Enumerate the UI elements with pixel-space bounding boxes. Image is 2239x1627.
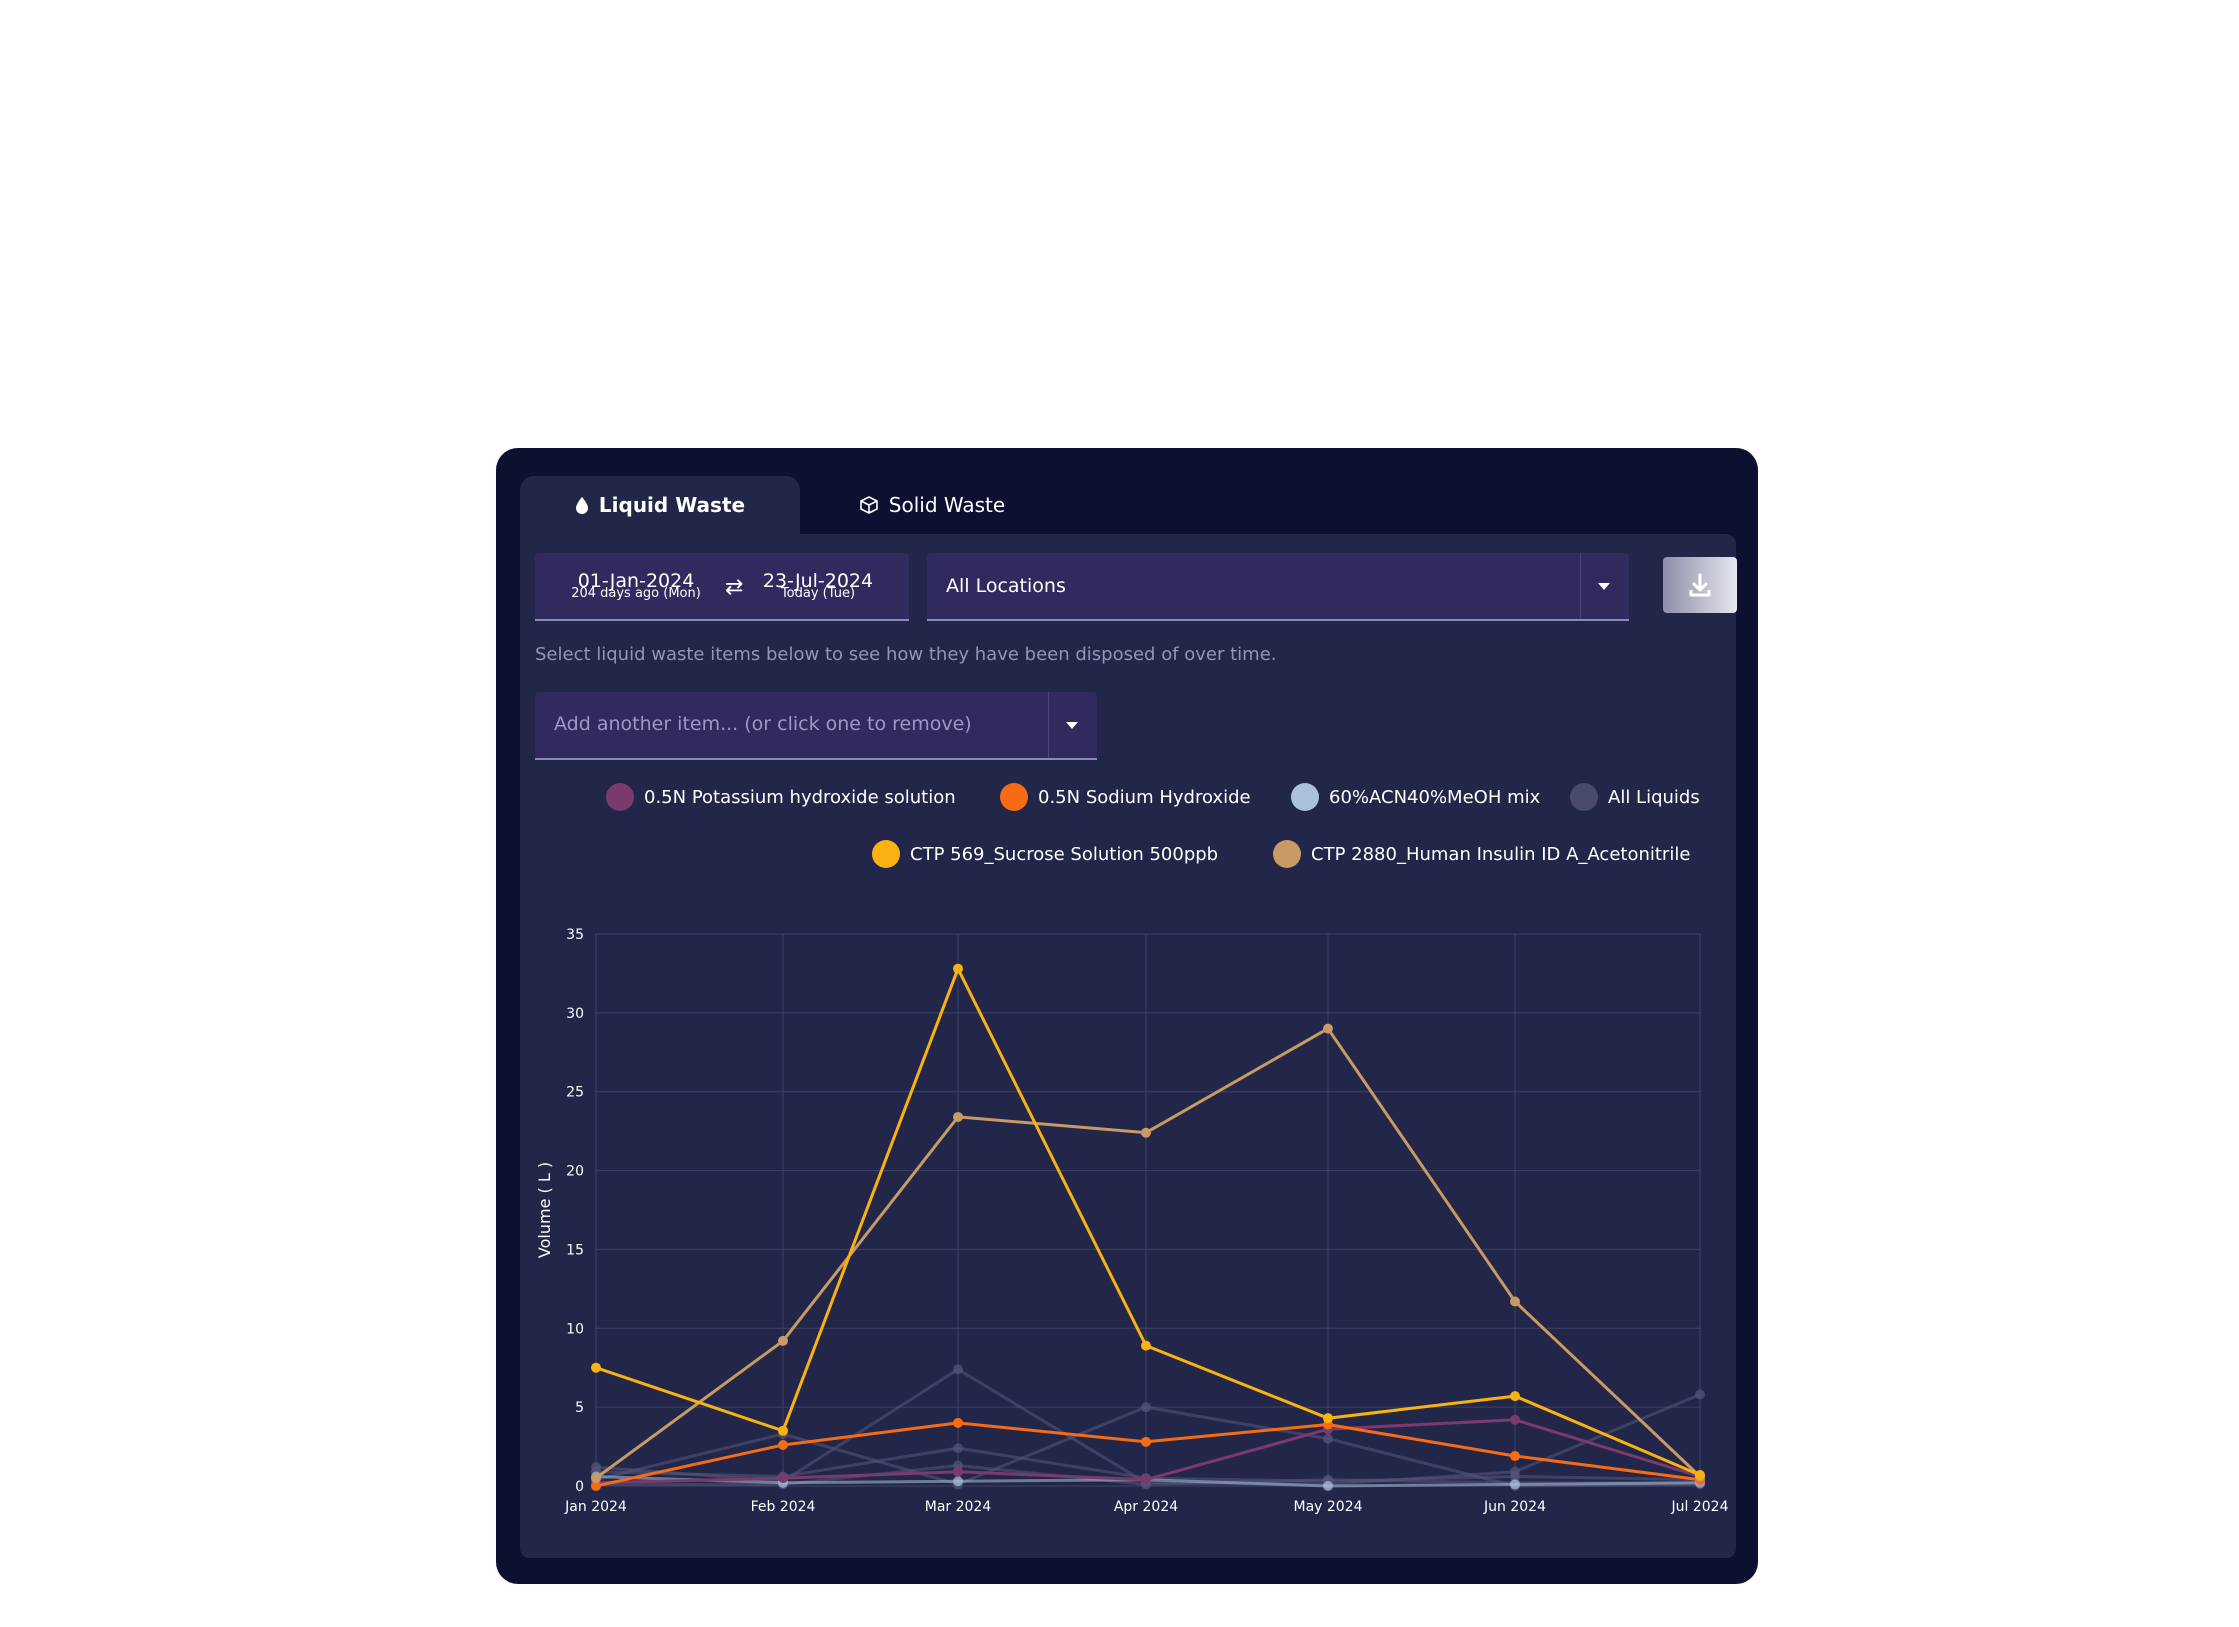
y-tick-label: 35 [566, 927, 584, 943]
data-point [1510, 1296, 1520, 1307]
y-tick-label: 30 [566, 1006, 584, 1022]
data-point [1141, 1340, 1151, 1351]
legend-swatch [1273, 840, 1301, 868]
x-tick-label: Mar 2024 [925, 1499, 992, 1515]
box-icon [859, 496, 878, 514]
data-point [1695, 1469, 1705, 1480]
data-point [1141, 1474, 1151, 1485]
chevron-down-icon[interactable] [1598, 583, 1610, 590]
data-point [953, 1466, 963, 1477]
data-point [1323, 1023, 1333, 1034]
data-point [778, 1425, 788, 1436]
start-date-caption: 204 days ago (Mon) [571, 586, 701, 601]
data-point [953, 963, 963, 974]
data-point [1323, 1413, 1333, 1424]
x-tick-label: Jan 2024 [564, 1499, 627, 1515]
date-range-picker[interactable]: 01-Jan-2024 204 days ago (Mon) ⇄ 23-Jul-… [535, 553, 909, 621]
legend-swatch [1291, 783, 1319, 811]
tab-label: Solid Waste [888, 493, 1006, 517]
data-point [1141, 1436, 1151, 1447]
data-point [1695, 1389, 1705, 1400]
y-tick-label: 10 [566, 1321, 584, 1337]
data-point [778, 1473, 788, 1484]
data-point [1323, 1481, 1333, 1491]
tab-liquid-waste[interactable]: Liquid Waste [520, 476, 800, 534]
start-date-value: 01-Jan-2024 [577, 570, 695, 592]
data-point [1323, 1433, 1333, 1444]
data-point [953, 1443, 963, 1454]
legend-swatch [1000, 783, 1028, 811]
item-select[interactable]: Add another item... (or click one to rem… [535, 692, 1097, 760]
x-tick-label: Feb 2024 [751, 1499, 816, 1515]
tab-label: Liquid Waste [598, 493, 746, 517]
x-tick-label: May 2024 [1293, 1499, 1362, 1515]
y-axis-label: Volume ( L ) [535, 1162, 554, 1258]
data-point [1141, 1127, 1151, 1138]
droplet-icon [575, 497, 588, 514]
data-point [778, 1335, 788, 1346]
legend-item-sucrose-solution[interactable]: CTP 569_Sucrose Solution 500ppb [872, 840, 1218, 868]
data-point [1510, 1414, 1520, 1425]
data-point [1141, 1402, 1151, 1413]
swap-icon[interactable]: ⇄ [725, 575, 744, 600]
data-point [953, 1417, 963, 1428]
x-tick-label: Jun 2024 [1483, 1499, 1546, 1515]
y-tick-label: 0 [575, 1479, 584, 1495]
data-point [953, 1476, 963, 1487]
data-point [591, 1481, 601, 1491]
divider [1048, 692, 1049, 758]
data-point [778, 1439, 788, 1450]
end-date-value: 23-Jul-2024 [762, 570, 874, 592]
legend-label: 0.5N Sodium Hydroxide [1038, 786, 1251, 808]
series-line [595, 967, 1701, 1477]
start-date[interactable]: 01-Jan-2024 204 days ago (Mon) [571, 571, 701, 600]
chevron-down-icon[interactable] [1066, 722, 1078, 729]
end-date-caption: Today (Tue) [780, 586, 856, 601]
legend-item-acn-meoh-mix[interactable]: 60%ACN40%MeOH mix [1291, 783, 1540, 811]
data-point [953, 1111, 963, 1122]
hint-text: Select liquid waste items below to see h… [535, 644, 1277, 665]
x-tick-label: Jul 2024 [1671, 1499, 1729, 1515]
legend-item-potassium-hydroxide[interactable]: 0.5N Potassium hydroxide solution [606, 783, 956, 811]
tab-solid-waste[interactable]: Solid Waste [812, 476, 1052, 534]
data-point [1510, 1466, 1520, 1477]
legend-item-human-insulin[interactable]: CTP 2880_Human Insulin ID A_Acetonitrile [1273, 840, 1690, 868]
x-tick-label: Apr 2024 [1114, 1499, 1178, 1515]
y-tick-label: 25 [566, 1085, 584, 1101]
legend-label: 60%ACN40%MeOH mix [1329, 786, 1541, 808]
series-line [595, 1418, 1701, 1485]
location-value: All Locations [946, 575, 1066, 597]
waste-card: Liquid Waste Solid Waste 01-Jan-2024 204… [496, 448, 1758, 1584]
y-tick-label: 15 [566, 1242, 584, 1258]
data-point [591, 1473, 601, 1484]
legend-swatch [872, 840, 900, 868]
volume-line-chart: 0 5 10 15 20 25 30 35 Jan 2024 Feb 2024 Mar 2024 Ap… [535, 927, 1729, 1515]
legend-label: 0.5N Potassium hydroxide solution [644, 786, 956, 808]
liquid-waste-panel: 01-Jan-2024 204 days ago (Mon) ⇄ 23-Jul-… [520, 534, 1737, 1558]
data-point [1510, 1479, 1520, 1490]
legend-swatch [1570, 783, 1598, 811]
data-point [591, 1362, 601, 1373]
legend-label: CTP 2880_Human Insulin ID A_Acetonitrile [1311, 843, 1691, 865]
legend-label: CTP 569_Sucrose Solution 500ppb [910, 843, 1219, 865]
data-point [1510, 1451, 1520, 1462]
data-point [1510, 1391, 1520, 1402]
legend-item-all-liquids[interactable]: All Liquids [1570, 783, 1700, 811]
legend-item-sodium-hydroxide[interactable]: 0.5N Sodium Hydroxide [1000, 783, 1251, 811]
item-select-placeholder: Add another item... (or click one to rem… [554, 713, 972, 735]
legend-label: All Liquids [1608, 786, 1700, 808]
divider [1580, 553, 1581, 619]
y-tick-label: 5 [575, 1400, 584, 1416]
data-point [591, 1462, 601, 1473]
y-tick-label: 20 [566, 1164, 584, 1180]
download-button[interactable] [1663, 557, 1737, 613]
legend-swatch [606, 783, 634, 811]
location-select[interactable]: All Locations [927, 553, 1629, 621]
end-date[interactable]: 23-Jul-2024 Today (Tue) [753, 571, 883, 600]
data-point [953, 1364, 963, 1375]
download-icon [1689, 573, 1711, 597]
